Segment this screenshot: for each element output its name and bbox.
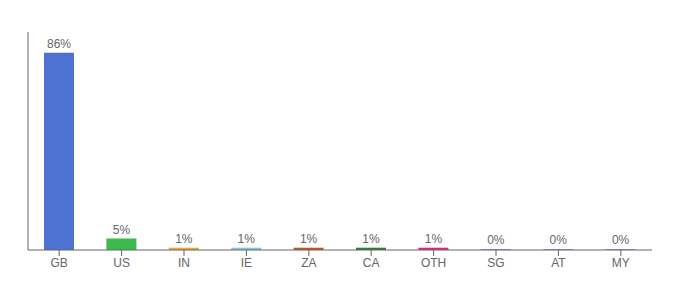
svg-text:US: US [113, 256, 130, 270]
svg-text:AT: AT [551, 256, 566, 270]
svg-text:1%: 1% [300, 232, 318, 246]
svg-text:GB: GB [51, 256, 68, 270]
svg-text:0%: 0% [612, 233, 630, 247]
svg-text:1%: 1% [425, 232, 443, 246]
svg-text:0%: 0% [550, 233, 568, 247]
svg-text:0%: 0% [487, 233, 505, 247]
svg-text:SG: SG [487, 256, 504, 270]
svg-text:ZA: ZA [301, 256, 316, 270]
svg-text:5%: 5% [113, 223, 131, 237]
svg-text:1%: 1% [175, 232, 193, 246]
svg-text:IN: IN [178, 256, 190, 270]
svg-text:86%: 86% [47, 37, 71, 51]
svg-text:1%: 1% [362, 232, 380, 246]
svg-text:MY: MY [612, 256, 630, 270]
svg-text:CA: CA [363, 256, 380, 270]
svg-text:1%: 1% [238, 232, 256, 246]
svg-text:IE: IE [241, 256, 252, 270]
svg-text:OTH: OTH [421, 256, 446, 270]
